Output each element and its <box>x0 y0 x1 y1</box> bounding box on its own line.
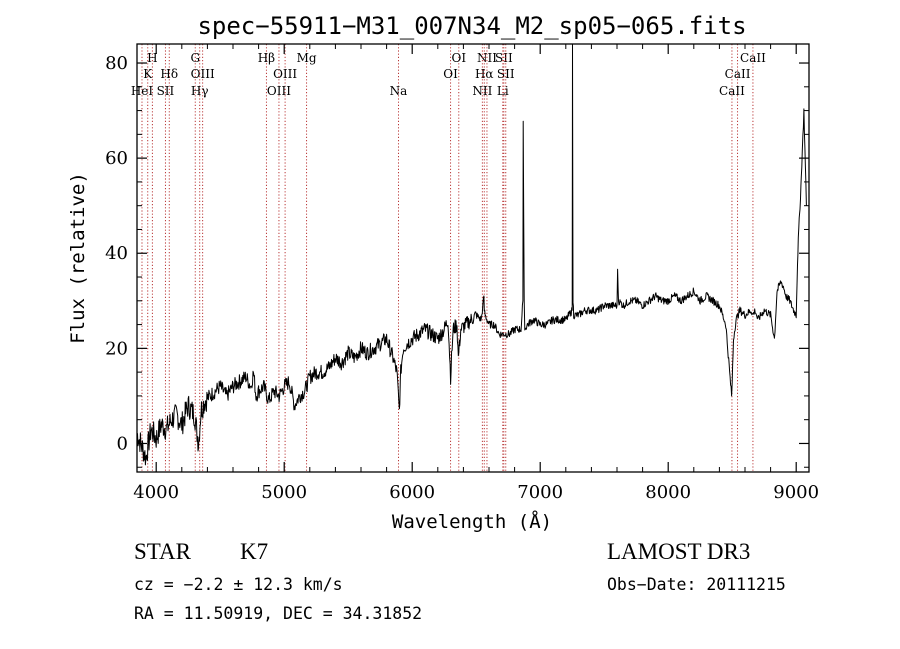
spectral-line-label: CaII <box>740 51 766 65</box>
x-tick-label: 4000 <box>133 482 179 503</box>
redshift-cz: cz = −2.2 ± 12.3 km/s <box>134 575 343 594</box>
y-tick-label: 0 <box>117 433 128 454</box>
spectral-line-label: OIII <box>267 84 291 98</box>
spectral-line-label: HeI <box>131 84 154 98</box>
spectral-line-label: Mg <box>297 51 317 65</box>
spectral-line-label: G <box>190 51 200 65</box>
spectral-line-label: NII <box>472 84 492 98</box>
spectral-line-label: OIII <box>273 67 297 81</box>
y-tick-label: 40 <box>105 243 128 264</box>
x-tick-label: 5000 <box>261 482 307 503</box>
spectral-line-label: Hα <box>475 67 494 81</box>
spectral-line-label: SII <box>495 51 513 65</box>
plot-frame <box>136 43 810 473</box>
y-tick-label: 80 <box>105 53 128 74</box>
spectral-line-label: Hγ <box>191 84 209 98</box>
spectral-line-label: CaII <box>719 84 745 98</box>
observation-date: Obs−Date: 20111215 <box>607 575 786 594</box>
x-tick-label: 7000 <box>517 482 563 503</box>
x-axis-label: Wavelength (Å) <box>392 510 552 533</box>
spectral-line-label: Na <box>390 84 408 98</box>
y-tick-label: 60 <box>105 148 128 169</box>
survey-name: LAMOST DR3 <box>607 539 751 564</box>
spectral-line-label: CaII <box>725 67 751 81</box>
y-axis-label: Flux (relative) <box>67 172 89 344</box>
y-tick-label: 20 <box>105 338 128 359</box>
spectral-line-label: OI <box>452 51 467 65</box>
spectral-line-label: K <box>143 67 153 81</box>
spectral-line-label: OI <box>443 67 458 81</box>
data-layer <box>136 43 807 466</box>
spectral-line-label: OIII <box>191 67 215 81</box>
x-tick-label: 6000 <box>389 482 435 503</box>
spectral-line-label: Hδ <box>160 67 178 81</box>
object-class: STAR <box>134 539 191 564</box>
object-subclass: K7 <box>240 539 269 564</box>
spectral-line-label: H <box>147 51 157 65</box>
spectral-line-label: Li <box>497 84 509 98</box>
spectral-line-label: SII <box>157 84 175 98</box>
x-tick-label: 8000 <box>645 482 691 503</box>
axes-layer: 4000 5000 6000 7000 8000 9000 0 20 40 60 80 <box>105 44 819 503</box>
chart-title: spec−55911−M31_007N34_M2_sp05−065.fits <box>197 12 746 40</box>
spectrum-flux-line <box>136 43 807 466</box>
spectral-line-label: Hβ <box>258 51 275 65</box>
ra-dec-coordinates: RA = 11.50919, DEC = 34.31852 <box>134 604 423 623</box>
spectral-line-label: SII <box>497 67 515 81</box>
x-tick-label: 9000 <box>773 482 819 503</box>
